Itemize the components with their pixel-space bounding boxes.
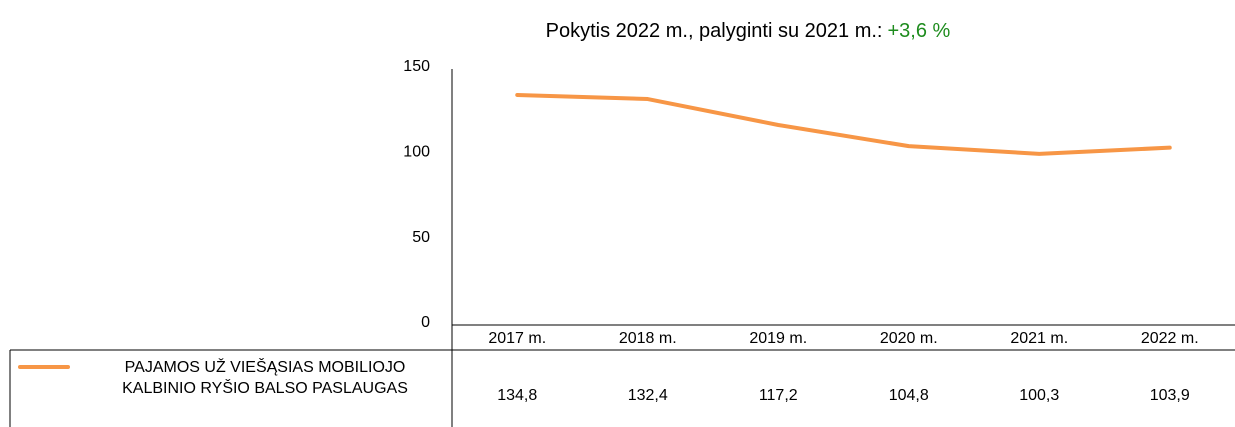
table-value: 104,8	[889, 387, 929, 404]
x-tick-label: 2022 m.	[1141, 330, 1199, 347]
x-tick-label: 2018 m.	[619, 330, 677, 347]
title-change: +3,6 %	[888, 20, 951, 42]
y-tick-label: 0	[421, 314, 430, 331]
x-tick-label: 2020 m.	[880, 330, 938, 347]
table-value: 100,3	[1019, 387, 1059, 404]
line-series	[515, 92, 1172, 156]
y-tick-label: 150	[403, 58, 430, 75]
y-tick-label: 50	[412, 229, 430, 246]
x-tick-label: 2021 m.	[1010, 330, 1068, 347]
legend-label: PAJAMOS UŽ VIEŠĄSIAS MOBILIOJO KALBINIO …	[122, 359, 408, 397]
x-tick-label: 2017 m.	[488, 330, 546, 347]
title-text: Pokytis 2022 m., palyginti su 2021 m.:	[546, 20, 883, 42]
table-value: 132,4	[628, 387, 668, 404]
table-value: 103,9	[1150, 387, 1190, 404]
x-tick-label: 2019 m.	[749, 330, 807, 347]
y-tick-label: 100	[403, 144, 430, 161]
chart-title: Pokytis 2022 m., palyginti su 2021 m.: +3…	[546, 20, 951, 42]
table-value: 117,2	[759, 387, 798, 404]
table-value: 134,8	[497, 387, 537, 404]
